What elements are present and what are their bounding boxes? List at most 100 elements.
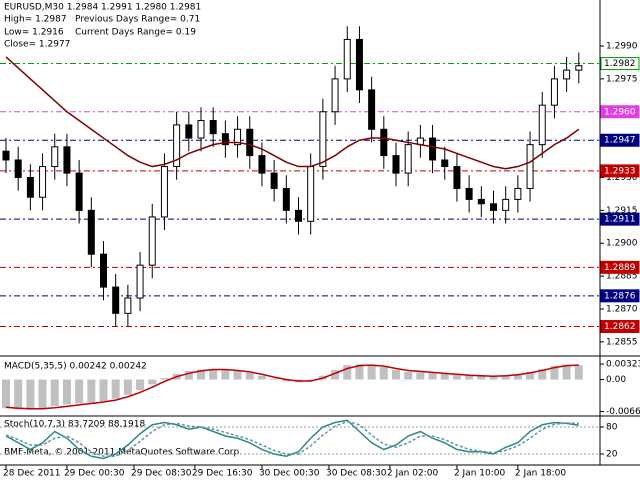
- macd-bar: [270, 378, 279, 380]
- candle-body: [380, 128, 388, 157]
- candle-body: [319, 111, 327, 168]
- macd-bar: [62, 379, 71, 405]
- candle-body: [429, 137, 437, 161]
- macd-bar: [331, 369, 340, 380]
- x-tick-label: 30 Dec 08:30: [326, 469, 387, 479]
- level-box: [600, 105, 640, 119]
- macd-bar: [50, 379, 59, 406]
- candle-body: [234, 128, 242, 146]
- candle-body: [87, 209, 95, 255]
- macd-bar: [148, 379, 157, 385]
- x-tick-label: 2 Jan 02:00: [387, 469, 439, 479]
- x-tick-label: 29 Dec 08:30: [131, 469, 192, 479]
- y-tick-label: 1.2990: [606, 42, 638, 52]
- y-tick-label: 1.2900: [606, 239, 638, 249]
- candle-body: [75, 172, 83, 211]
- candle-body: [575, 65, 583, 71]
- macd-bar: [538, 369, 547, 380]
- y-tick-label: 1.2855: [606, 337, 638, 347]
- candle-body: [490, 203, 497, 211]
- macd-bar: [452, 374, 461, 380]
- y-tick-label: 20: [606, 450, 618, 460]
- x-tick-label: 29 Dec 16:30: [192, 469, 253, 479]
- macd-bar: [343, 365, 352, 380]
- macd-bar: [440, 373, 449, 380]
- x-tick-label: 30 Dec 00:30: [259, 469, 320, 479]
- moving-average: [5, 56, 580, 170]
- macd-bar: [392, 369, 400, 380]
- stoch-title: Stoch(10,7,3) 83.7209 88.1918: [4, 420, 145, 430]
- candle-body: [26, 177, 34, 198]
- candle-body: [51, 146, 59, 168]
- macd-bar: [306, 379, 315, 381]
- level-box: [600, 212, 640, 226]
- macd-bar: [416, 372, 425, 380]
- symbol-title: EURUSD,M30 1.2984 1.2991 1.2980 1.2981: [4, 3, 201, 13]
- candle-body: [185, 124, 193, 139]
- level-box: [600, 320, 640, 334]
- high-label: High= 1.2987: [4, 15, 67, 25]
- candle-body: [355, 38, 363, 91]
- macd-bar: [160, 378, 169, 380]
- candle-body: [124, 297, 132, 314]
- level-label: 1.2862: [604, 322, 636, 332]
- macd-bar: [367, 365, 376, 380]
- macd-bar: [465, 375, 474, 380]
- macd-bar: [14, 379, 23, 410]
- y-tick-label: 1.2885: [606, 272, 638, 282]
- candle-body: [514, 187, 522, 200]
- candle-body: [526, 144, 534, 189]
- macd-bar: [136, 379, 145, 391]
- candle-body: [63, 146, 71, 174]
- macd-bar: [404, 371, 413, 380]
- macd-bar: [184, 370, 193, 380]
- level-label: 1.2933: [604, 166, 636, 176]
- candle-body: [270, 172, 278, 189]
- level-label: 1.2876: [604, 291, 636, 301]
- macd-bar: [355, 364, 364, 380]
- macd-bar: [197, 369, 205, 380]
- y-tick-label: 1.2975: [606, 74, 638, 84]
- candle-body: [160, 166, 168, 218]
- macd-bar: [526, 371, 535, 380]
- level-box: [600, 289, 640, 303]
- candle-body: [197, 120, 205, 139]
- stoch-line: [5, 420, 579, 457]
- prev-range-label: Previous Days Range= 0.71: [75, 15, 200, 25]
- macd-bar: [501, 375, 510, 380]
- macd-bar: [111, 379, 120, 399]
- candle-body: [465, 187, 473, 200]
- candle-body: [173, 124, 181, 168]
- candle-body: [136, 264, 144, 299]
- x-tick-label: 2 Jan 10:00: [454, 469, 506, 479]
- macd-bar: [477, 376, 486, 380]
- candle-body: [221, 133, 229, 146]
- macd-bar: [245, 372, 254, 380]
- level-label: 1.2947: [604, 136, 636, 146]
- macd-signal: [5, 364, 579, 410]
- level-label: 1.2982: [604, 59, 636, 69]
- y-tick-label: 80: [606, 423, 618, 433]
- macd-bar: [513, 374, 522, 380]
- candle-body: [282, 187, 290, 211]
- candle-body: [441, 159, 449, 168]
- y-tick-label: -0.00669: [606, 407, 640, 417]
- candle-body: [538, 104, 546, 146]
- macd-bar: [38, 379, 47, 409]
- candle-body: [502, 198, 510, 211]
- candle-body: [477, 198, 485, 205]
- macd-bar: [282, 379, 291, 382]
- candle-body: [246, 128, 254, 157]
- macd-bar: [574, 365, 583, 380]
- macd-bar: [233, 370, 242, 380]
- cur-range-label: Current Days Range= 0.19: [75, 28, 196, 38]
- x-tick-label: 2 Jan 18:00: [515, 469, 567, 479]
- candle-body: [392, 155, 400, 174]
- candle-body: [331, 78, 339, 113]
- macd-bar: [123, 379, 132, 395]
- candle-body: [39, 166, 47, 198]
- candle-body: [453, 166, 461, 189]
- candle-body: [343, 38, 351, 80]
